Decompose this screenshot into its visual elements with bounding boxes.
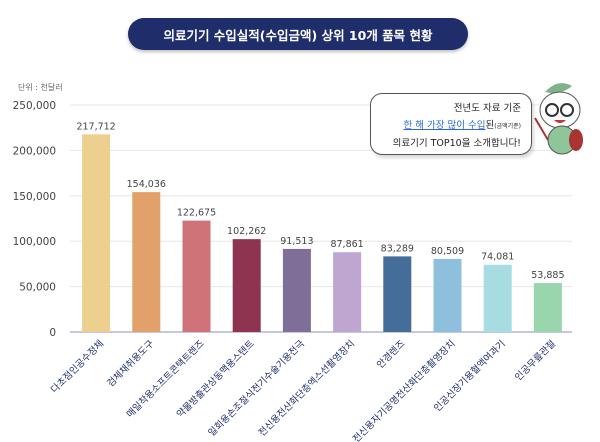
bar (533, 283, 562, 332)
bar (182, 220, 211, 332)
mascot-icon (534, 83, 583, 155)
x-tick-label: 인공무릎관절 (512, 338, 558, 384)
data-label: 102,262 (227, 226, 266, 237)
data-label: 87,861 (330, 239, 363, 250)
callout-line1: 전년도 자료 기준 (453, 103, 521, 114)
bar (132, 192, 161, 332)
y-tick-label: 50,000 (19, 282, 56, 294)
y-tick-label: 0 (49, 327, 56, 339)
bar (483, 264, 512, 332)
x-tick-label: 일회용손조절식전기수술기용전극 (206, 337, 307, 438)
y-tick-label: 250,000 (13, 100, 56, 112)
x-tick-label: 안경렌즈 (374, 337, 407, 370)
x-tick-label: 전신용전산화단층엑스선촬영장치 (256, 338, 357, 439)
y-tick-label: 150,000 (13, 191, 56, 203)
bar (282, 248, 311, 332)
bar (82, 134, 111, 332)
data-label: 217,712 (76, 121, 115, 132)
data-label: 91,513 (280, 236, 313, 247)
data-label: 122,675 (177, 208, 216, 219)
callout-bubble: 전년도 자료 기준 한 해 가장 많이 수입된(금액기준) 의료기기 TOP10… (370, 93, 532, 155)
bar (333, 252, 362, 332)
data-label: 83,289 (381, 243, 414, 254)
data-label: 53,885 (531, 270, 564, 281)
y-tick-label: 100,000 (13, 236, 56, 248)
bar (383, 256, 412, 332)
x-tick-label: 전신용자기공명전산화단층촬영장치 (350, 338, 457, 442)
unit-label: 단위 : 천달러 (18, 83, 63, 92)
bar (433, 258, 462, 332)
x-tick-label: 다초점인공수정체 (48, 338, 106, 396)
callout-small: (금액기준) (494, 123, 521, 130)
data-label: 80,509 (431, 246, 464, 257)
callout-rest: 된 (485, 120, 495, 131)
data-label: 154,036 (127, 179, 166, 190)
bar (232, 239, 261, 332)
data-label: 74,081 (481, 252, 514, 263)
chart-title: 의료기기 수입실적(수입금액) 상위 10개 품목 현황 (128, 18, 468, 50)
x-tick-label: 검체채취용도구 (105, 337, 157, 389)
y-tick-label: 200,000 (13, 145, 56, 157)
callout-highlight: 한 해 가장 많이 수입 (403, 120, 486, 131)
callout-line3: 의료기기 TOP10을 소개합니다! (392, 138, 521, 149)
